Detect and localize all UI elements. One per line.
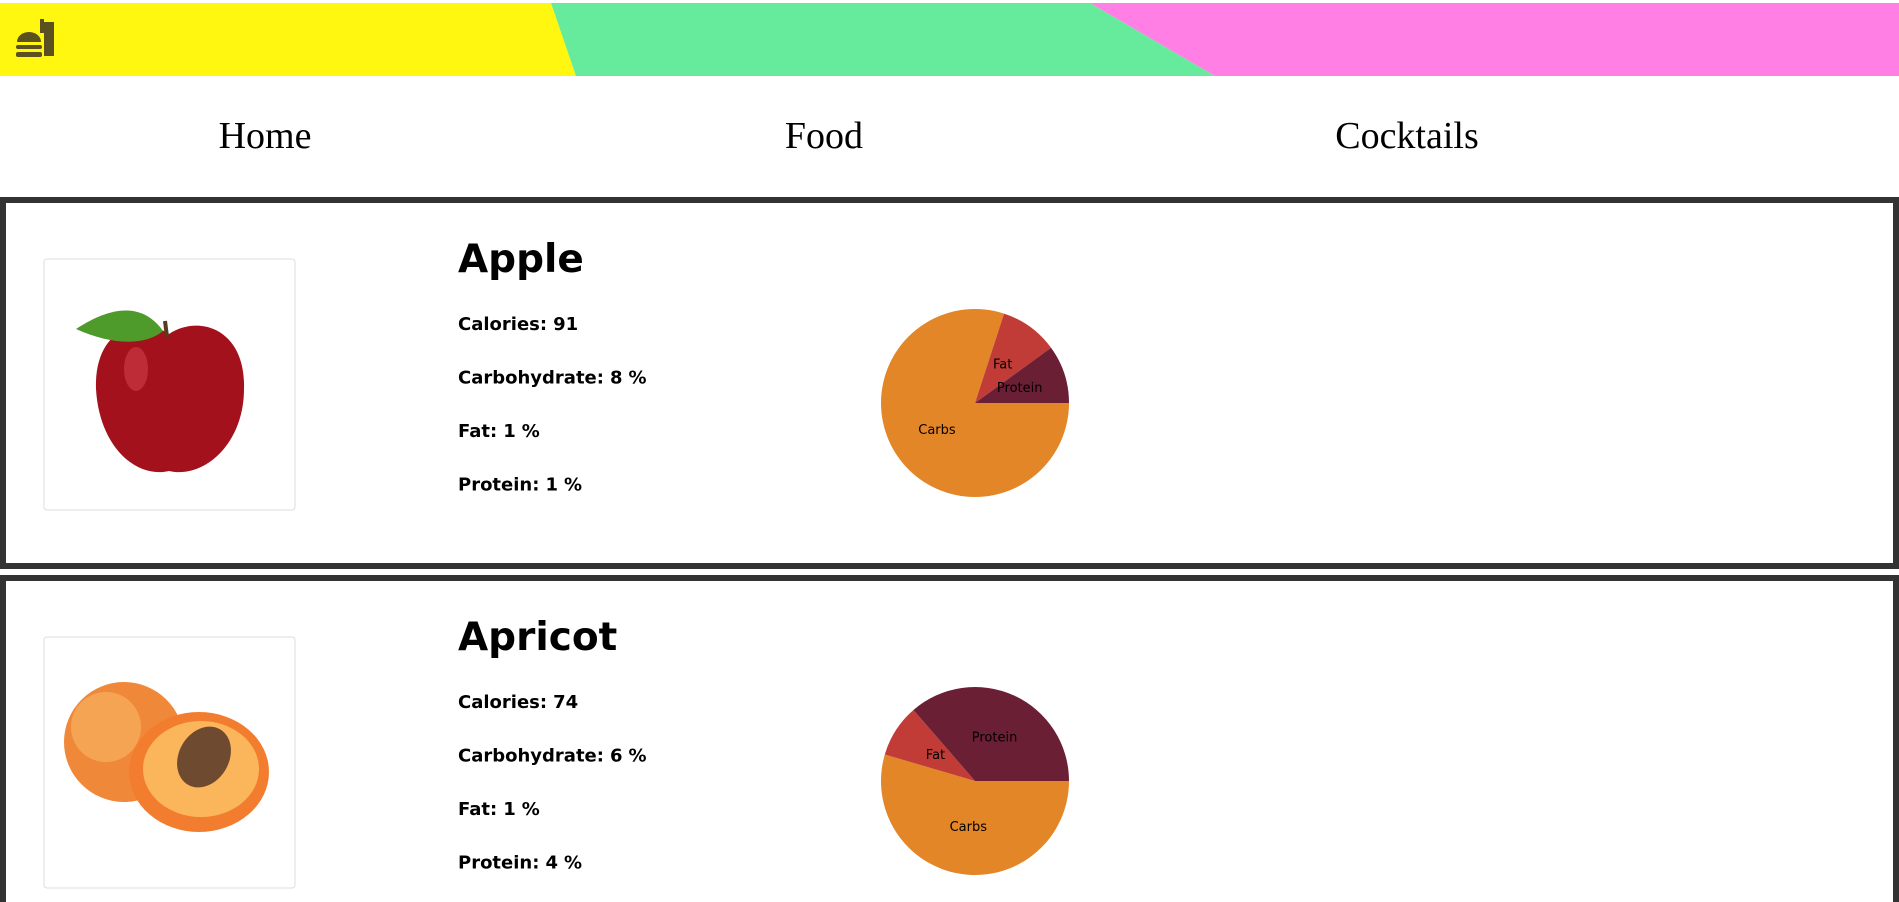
nav-link[interactable]: Food bbox=[785, 115, 863, 157]
stat-unit: % bbox=[564, 475, 582, 496]
stat-label: Carbohydrate: bbox=[458, 746, 604, 767]
banner-green bbox=[551, 3, 1215, 76]
pie-label: Fat bbox=[926, 748, 945, 763]
stat-value: 91 bbox=[553, 314, 578, 335]
stat-label: Fat: bbox=[458, 799, 497, 820]
stat-value: 1 bbox=[545, 475, 558, 496]
stat-label: Protein: bbox=[458, 475, 539, 496]
apple-shine bbox=[124, 347, 148, 391]
stat-value: 74 bbox=[553, 692, 578, 713]
pie-label: Carbs bbox=[918, 423, 956, 438]
pie-label: Carbs bbox=[950, 820, 988, 835]
stat-value: 1 bbox=[503, 799, 516, 820]
banner-pink bbox=[1090, 3, 1899, 76]
stat-unit: % bbox=[628, 746, 646, 767]
stat-line: Fat: 1% bbox=[458, 421, 540, 442]
pie-label: Protein bbox=[997, 381, 1043, 396]
nav-link[interactable]: Home bbox=[219, 115, 312, 157]
pie-chart: Carbs Fat Protein bbox=[881, 309, 1069, 497]
banner-yellow bbox=[0, 3, 576, 76]
stat-line: Calories: 91 bbox=[458, 314, 578, 335]
stat-line: Protein: 4% bbox=[458, 853, 582, 874]
pie-chart: Carbs Fat Protein bbox=[880, 686, 1069, 876]
stat-label: Protein: bbox=[458, 853, 539, 874]
logo-icon[interactable] bbox=[16, 19, 54, 57]
food-name: Apricot bbox=[458, 615, 617, 660]
stat-line: Protein: 1% bbox=[458, 475, 582, 496]
stat-line: Calories: 74 bbox=[458, 692, 578, 713]
stat-value: 8 bbox=[610, 368, 623, 389]
card-border bbox=[0, 575, 1899, 902]
apple-leaf bbox=[76, 310, 163, 342]
stat-value: 6 bbox=[610, 746, 623, 767]
apple-stem bbox=[163, 320, 169, 338]
stat-label: Carbohydrate: bbox=[458, 368, 604, 389]
food-name: Apple bbox=[458, 237, 584, 282]
stat-line: Carbohydrate: 8% bbox=[458, 368, 647, 389]
pie-slice bbox=[880, 754, 1069, 876]
stat-label: Calories: bbox=[458, 692, 547, 713]
stat-label: Calories: bbox=[458, 314, 547, 335]
stat-line: Fat: 1% bbox=[458, 799, 540, 820]
pie-label: Protein bbox=[972, 731, 1018, 746]
stat-value: 4 bbox=[545, 853, 558, 874]
stat-label: Fat: bbox=[458, 421, 497, 442]
pie-slice bbox=[913, 686, 1069, 781]
stat-unit: % bbox=[564, 853, 582, 874]
stat-value: 1 bbox=[503, 421, 516, 442]
stat-unit: % bbox=[522, 799, 540, 820]
pie-slice bbox=[975, 313, 1052, 403]
apricot-pit bbox=[177, 726, 231, 788]
pie-slice bbox=[975, 347, 1069, 403]
card-border bbox=[0, 197, 1899, 569]
stat-unit: % bbox=[522, 421, 540, 442]
apple-body bbox=[95, 325, 245, 473]
pie-label: Fat bbox=[993, 357, 1012, 372]
banner bbox=[0, 3, 1899, 76]
pie-slice bbox=[884, 709, 975, 781]
stat-unit: % bbox=[628, 368, 646, 389]
apricot-blush bbox=[71, 692, 141, 762]
nav-link[interactable]: Cocktails bbox=[1335, 115, 1479, 157]
stat-line: Carbohydrate: 6% bbox=[458, 746, 647, 767]
